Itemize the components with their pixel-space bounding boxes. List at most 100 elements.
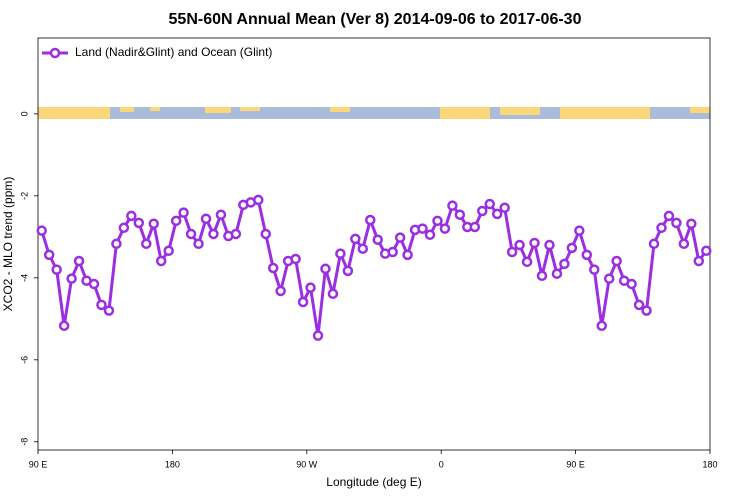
data-point xyxy=(58,320,70,332)
data-point xyxy=(155,255,167,267)
y-tick-label: -2 xyxy=(19,192,29,200)
data-point xyxy=(469,221,481,233)
data-point xyxy=(656,222,667,234)
data-point xyxy=(447,200,458,211)
data-point xyxy=(260,228,271,240)
y-tick-label: -4 xyxy=(19,274,29,282)
data-point xyxy=(477,205,488,217)
legend-label: Land (Nadir&Glint) and Ocean (Glint) xyxy=(75,45,272,59)
data-point xyxy=(432,215,443,227)
data-point xyxy=(185,228,197,240)
data-point xyxy=(170,215,182,227)
chart-title: 55N-60N Annual Mean (Ver 8) 2014-09-06 t… xyxy=(169,11,582,28)
data-point xyxy=(73,255,85,267)
data-point xyxy=(686,218,697,229)
data-point xyxy=(491,208,503,220)
x-tick-label: 90 W xyxy=(296,459,318,469)
data-point xyxy=(118,222,130,234)
x-tick-label: 90 E xyxy=(566,459,585,469)
data-point xyxy=(357,243,369,254)
data-point xyxy=(51,264,62,275)
x-tick-label: 180 xyxy=(702,459,717,469)
data-point xyxy=(671,217,682,229)
data-point xyxy=(88,278,100,290)
data-point xyxy=(529,237,540,249)
data-point xyxy=(342,265,354,277)
data-point xyxy=(424,229,436,241)
x-axis-label: Longitude (deg E) xyxy=(326,475,421,489)
data-point xyxy=(96,299,107,311)
data-point xyxy=(193,238,204,250)
data-point xyxy=(521,256,533,268)
data-point xyxy=(551,268,563,279)
x-tick-label: 180 xyxy=(165,459,180,469)
data-point xyxy=(626,278,637,290)
y-tick-label: 0 xyxy=(19,111,29,116)
data-point xyxy=(297,296,309,308)
data-point xyxy=(499,202,510,213)
data-point xyxy=(641,305,652,316)
data-point xyxy=(66,273,77,284)
data-point xyxy=(141,238,152,250)
legend-marker xyxy=(49,47,61,59)
data-point xyxy=(394,232,406,243)
data-point xyxy=(506,246,518,258)
x-tick-label: 0 xyxy=(439,459,444,469)
data-point xyxy=(111,238,122,250)
data-point xyxy=(559,258,570,270)
data-point xyxy=(335,248,346,259)
data-point xyxy=(312,330,324,341)
y-tick-label: -6 xyxy=(19,356,29,364)
data-point xyxy=(581,249,593,261)
data-point xyxy=(574,225,585,236)
data-point xyxy=(320,263,331,275)
plot-frame xyxy=(37,37,711,451)
data-point xyxy=(589,264,600,275)
data-point xyxy=(275,285,286,297)
data-point xyxy=(305,282,316,293)
data-point xyxy=(215,209,227,220)
data-point xyxy=(596,320,607,332)
data-point xyxy=(350,233,361,245)
data-point xyxy=(633,299,645,311)
y-tick-label: -8 xyxy=(19,438,29,446)
data-point xyxy=(566,242,578,254)
data-point xyxy=(544,239,555,251)
data-point xyxy=(163,245,174,257)
data-point xyxy=(372,234,383,245)
data-point xyxy=(484,198,495,210)
data-point xyxy=(43,249,55,261)
data-point xyxy=(103,305,115,316)
data-point xyxy=(36,225,47,236)
data-point xyxy=(678,238,690,250)
data-point xyxy=(514,239,525,251)
data-point xyxy=(648,238,660,250)
data-point xyxy=(439,223,451,234)
data-point xyxy=(603,273,615,284)
data-point xyxy=(126,210,137,222)
data-point xyxy=(133,217,145,229)
data-point xyxy=(200,213,212,225)
data-point xyxy=(148,218,159,229)
data-point xyxy=(536,270,548,282)
data-point xyxy=(701,245,712,257)
data-point xyxy=(327,288,339,300)
data-point xyxy=(417,223,428,234)
data-point xyxy=(230,228,242,240)
land-ocean-band xyxy=(38,107,710,119)
data-point xyxy=(178,207,189,218)
data-point xyxy=(663,210,675,222)
data-point xyxy=(290,253,301,265)
data-point xyxy=(253,194,264,206)
y-axis-label: XCO2 - MLO trend (ppm) xyxy=(1,177,15,312)
data-point xyxy=(454,209,466,220)
data-point xyxy=(267,262,279,274)
data-point xyxy=(365,214,376,226)
data-point xyxy=(402,249,413,261)
data-point xyxy=(208,228,219,240)
x-tick-label: 90 E xyxy=(29,459,48,469)
data-point xyxy=(693,255,705,267)
data-point xyxy=(387,246,398,258)
data-point xyxy=(611,255,622,267)
